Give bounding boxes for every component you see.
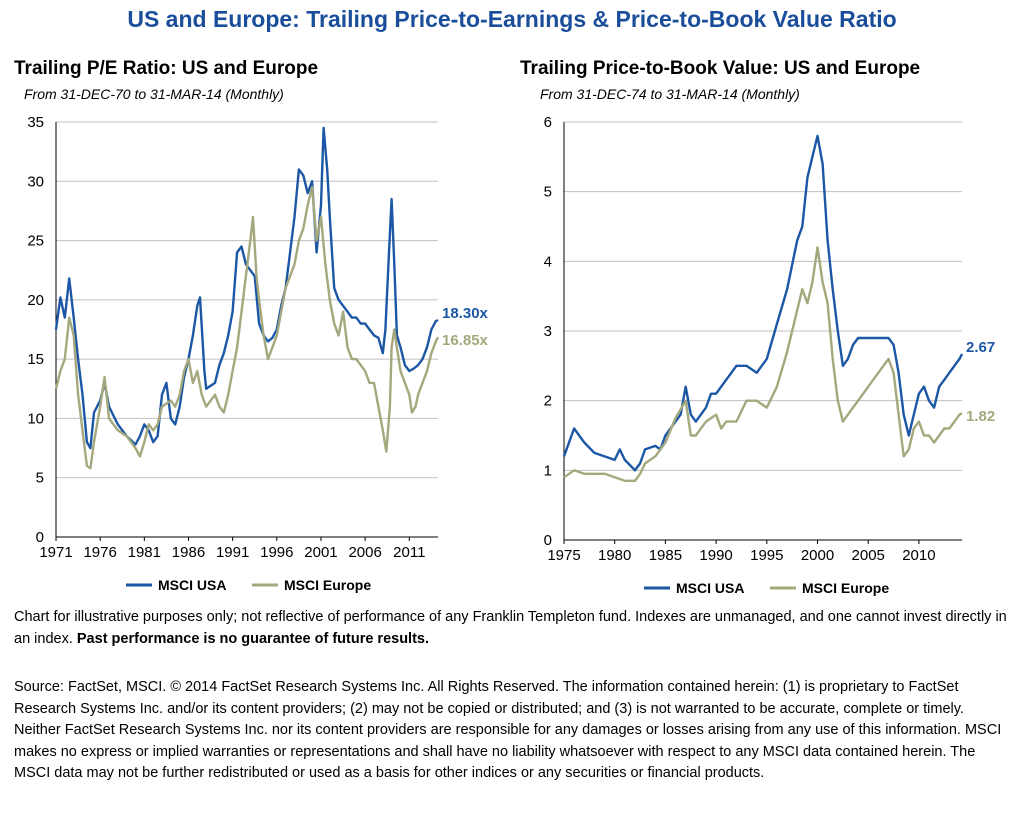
source-note: Source: FactSet, MSCI. © 2014 FactSet Re… <box>14 679 1002 781</box>
pe-x-tick-label: 2001 <box>304 544 337 561</box>
pe-y-tick-label: 0 <box>36 529 44 546</box>
pe-y-tick-label: 10 <box>27 410 44 427</box>
pe-x-tick-label: 1981 <box>128 544 161 561</box>
disclaimer-bold: Past performance is no guarantee of futu… <box>76 631 430 647</box>
pb-y-tick-label: 4 <box>544 253 552 270</box>
page-title: US and Europe: Trailing Price-to-Earning… <box>127 6 897 32</box>
pb-end-label-msci-usa: 2.67 <box>966 339 995 356</box>
pb-ratio-chart: 0 1 2 3 4 5 6 1975 1980 1985 1990 1995 2000 2005 2010 2… <box>544 114 996 596</box>
pe-x-tick-label: 1976 <box>83 544 116 561</box>
pb-end-label-msci-europe: 1.82 <box>966 408 995 425</box>
pe-x-tick-label: 1986 <box>172 544 205 561</box>
pe-y-tick-label: 30 <box>27 173 44 190</box>
disclaimer-plain: Chart for illustrative purposes only; no… <box>14 609 1007 647</box>
pb-line-msci-europe <box>563 246 963 482</box>
pb-y-tick-label: 0 <box>544 532 552 549</box>
pb-x-tick-label: 2005 <box>852 547 885 564</box>
pb-x-tick-label: 1990 <box>699 547 732 564</box>
pe-y-tick-label: 5 <box>36 470 44 487</box>
pe-y-tick-label: 25 <box>27 233 44 250</box>
pe-end-label-msci-europe: 16.85x <box>442 332 489 349</box>
disclaimer-text: Chart for illustrative purposes only; no… <box>14 606 1014 650</box>
pb-chart-title: Trailing Price-to-Book Value: US and Eur… <box>520 58 921 79</box>
pb-chart-subtitle: From 31-DEC-74 to 31-MAR-14 (Monthly) <box>540 86 800 102</box>
pb-y-tick-label: 5 <box>544 184 552 201</box>
pb-x-tick-label: 2010 <box>902 547 935 564</box>
pe-x-tick-label: 1991 <box>216 544 249 561</box>
pb-legend-label-msci-usa: MSCI USA <box>676 580 744 596</box>
pe-y-tick-label: 35 <box>27 114 44 131</box>
pb-y-tick-label: 3 <box>544 323 552 340</box>
pe-legend-label-msci-europe: MSCI Europe <box>284 577 371 593</box>
pe-x-tick-label: 1971 <box>39 544 72 561</box>
pe-ratio-chart: 0 5 10 15 20 25 30 35 1971 1976 1981 1986 1991 1996 20… <box>27 114 489 593</box>
pe-x-tick-label: 1996 <box>260 544 293 561</box>
pb-x-tick-label: 1980 <box>598 547 631 564</box>
pe-y-tick-label: 15 <box>27 351 44 368</box>
pb-x-tick-label: 2000 <box>801 547 834 564</box>
pe-x-tick-label: 2011 <box>393 544 425 561</box>
pb-y-tick-label: 6 <box>544 114 552 131</box>
pe-legend-label-msci-usa: MSCI USA <box>158 577 226 593</box>
pb-x-tick-label: 1995 <box>750 547 783 564</box>
pb-y-tick-label: 1 <box>544 462 552 479</box>
pb-legend-label-msci-europe: MSCI Europe <box>802 580 889 596</box>
pe-chart-subtitle: From 31-DEC-70 to 31-MAR-14 (Monthly) <box>24 86 284 102</box>
pb-x-tick-label: 1985 <box>649 547 682 564</box>
pb-y-tick-label: 2 <box>544 393 552 410</box>
pe-y-tick-label: 20 <box>27 292 44 309</box>
pb-x-tick-label: 1975 <box>547 547 580 564</box>
pe-chart-title: Trailing P/E Ratio: US and Europe <box>14 58 319 79</box>
pb-line-msci-usa <box>562 134 964 472</box>
pe-end-label-msci-usa: 18.30x <box>442 305 489 322</box>
pe-line-msci-europe <box>54 186 440 470</box>
pe-x-tick-label: 2006 <box>348 544 381 561</box>
